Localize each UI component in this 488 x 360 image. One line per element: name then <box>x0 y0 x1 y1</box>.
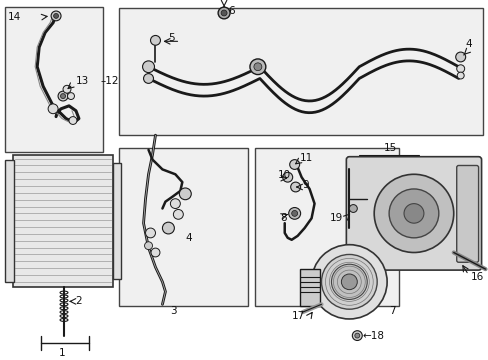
Circle shape <box>145 228 155 238</box>
Circle shape <box>170 199 180 208</box>
Text: 19: 19 <box>329 213 342 223</box>
Text: 15: 15 <box>384 143 397 153</box>
Circle shape <box>282 172 292 182</box>
Bar <box>119 148 247 306</box>
Circle shape <box>289 159 299 170</box>
Circle shape <box>354 333 359 338</box>
Text: 5: 5 <box>168 33 175 44</box>
Circle shape <box>54 13 59 18</box>
Circle shape <box>253 63 262 71</box>
Circle shape <box>321 255 376 309</box>
Text: 2: 2 <box>75 296 81 306</box>
Circle shape <box>249 59 265 75</box>
Circle shape <box>288 207 300 219</box>
Text: 8: 8 <box>279 213 286 223</box>
Bar <box>5 159 14 282</box>
Circle shape <box>403 204 423 223</box>
Circle shape <box>290 182 300 192</box>
Circle shape <box>142 61 154 73</box>
Circle shape <box>456 65 464 73</box>
Text: 9: 9 <box>302 180 308 190</box>
Bar <box>5 7 102 152</box>
Text: 13: 13 <box>76 76 89 86</box>
Circle shape <box>69 117 77 125</box>
Text: 4: 4 <box>465 39 471 49</box>
FancyBboxPatch shape <box>346 157 481 270</box>
Text: –12: –12 <box>101 76 119 86</box>
Circle shape <box>455 52 465 62</box>
Circle shape <box>61 94 65 99</box>
Circle shape <box>291 211 297 216</box>
Text: 7: 7 <box>388 306 395 316</box>
Circle shape <box>144 242 152 249</box>
Bar <box>299 269 319 306</box>
Bar <box>13 155 113 287</box>
Text: 16: 16 <box>469 272 483 282</box>
Circle shape <box>143 73 153 84</box>
Circle shape <box>456 72 463 79</box>
Circle shape <box>48 104 58 114</box>
Circle shape <box>331 264 366 300</box>
Circle shape <box>58 91 68 101</box>
Bar <box>119 8 482 135</box>
Text: 17: 17 <box>291 311 305 321</box>
Circle shape <box>67 93 74 99</box>
Circle shape <box>63 85 71 93</box>
Circle shape <box>150 36 160 45</box>
Circle shape <box>51 11 61 21</box>
Text: 4: 4 <box>185 233 192 243</box>
Circle shape <box>179 188 191 200</box>
Text: 1: 1 <box>59 348 65 358</box>
Circle shape <box>311 245 386 319</box>
Circle shape <box>162 222 174 234</box>
Circle shape <box>151 248 160 257</box>
Circle shape <box>388 189 438 238</box>
Text: 6: 6 <box>227 6 234 16</box>
Circle shape <box>373 174 453 252</box>
Bar <box>254 148 398 306</box>
Circle shape <box>173 210 183 219</box>
Circle shape <box>352 331 362 341</box>
Circle shape <box>221 10 226 16</box>
Text: 10: 10 <box>277 170 290 180</box>
FancyBboxPatch shape <box>456 166 478 262</box>
Circle shape <box>348 204 357 212</box>
Text: ←18: ←18 <box>362 330 384 341</box>
Circle shape <box>341 274 357 290</box>
Text: 11: 11 <box>299 153 312 163</box>
Bar <box>113 163 121 279</box>
Text: 14: 14 <box>7 12 20 22</box>
Text: 3: 3 <box>170 306 177 316</box>
Circle shape <box>218 7 229 19</box>
